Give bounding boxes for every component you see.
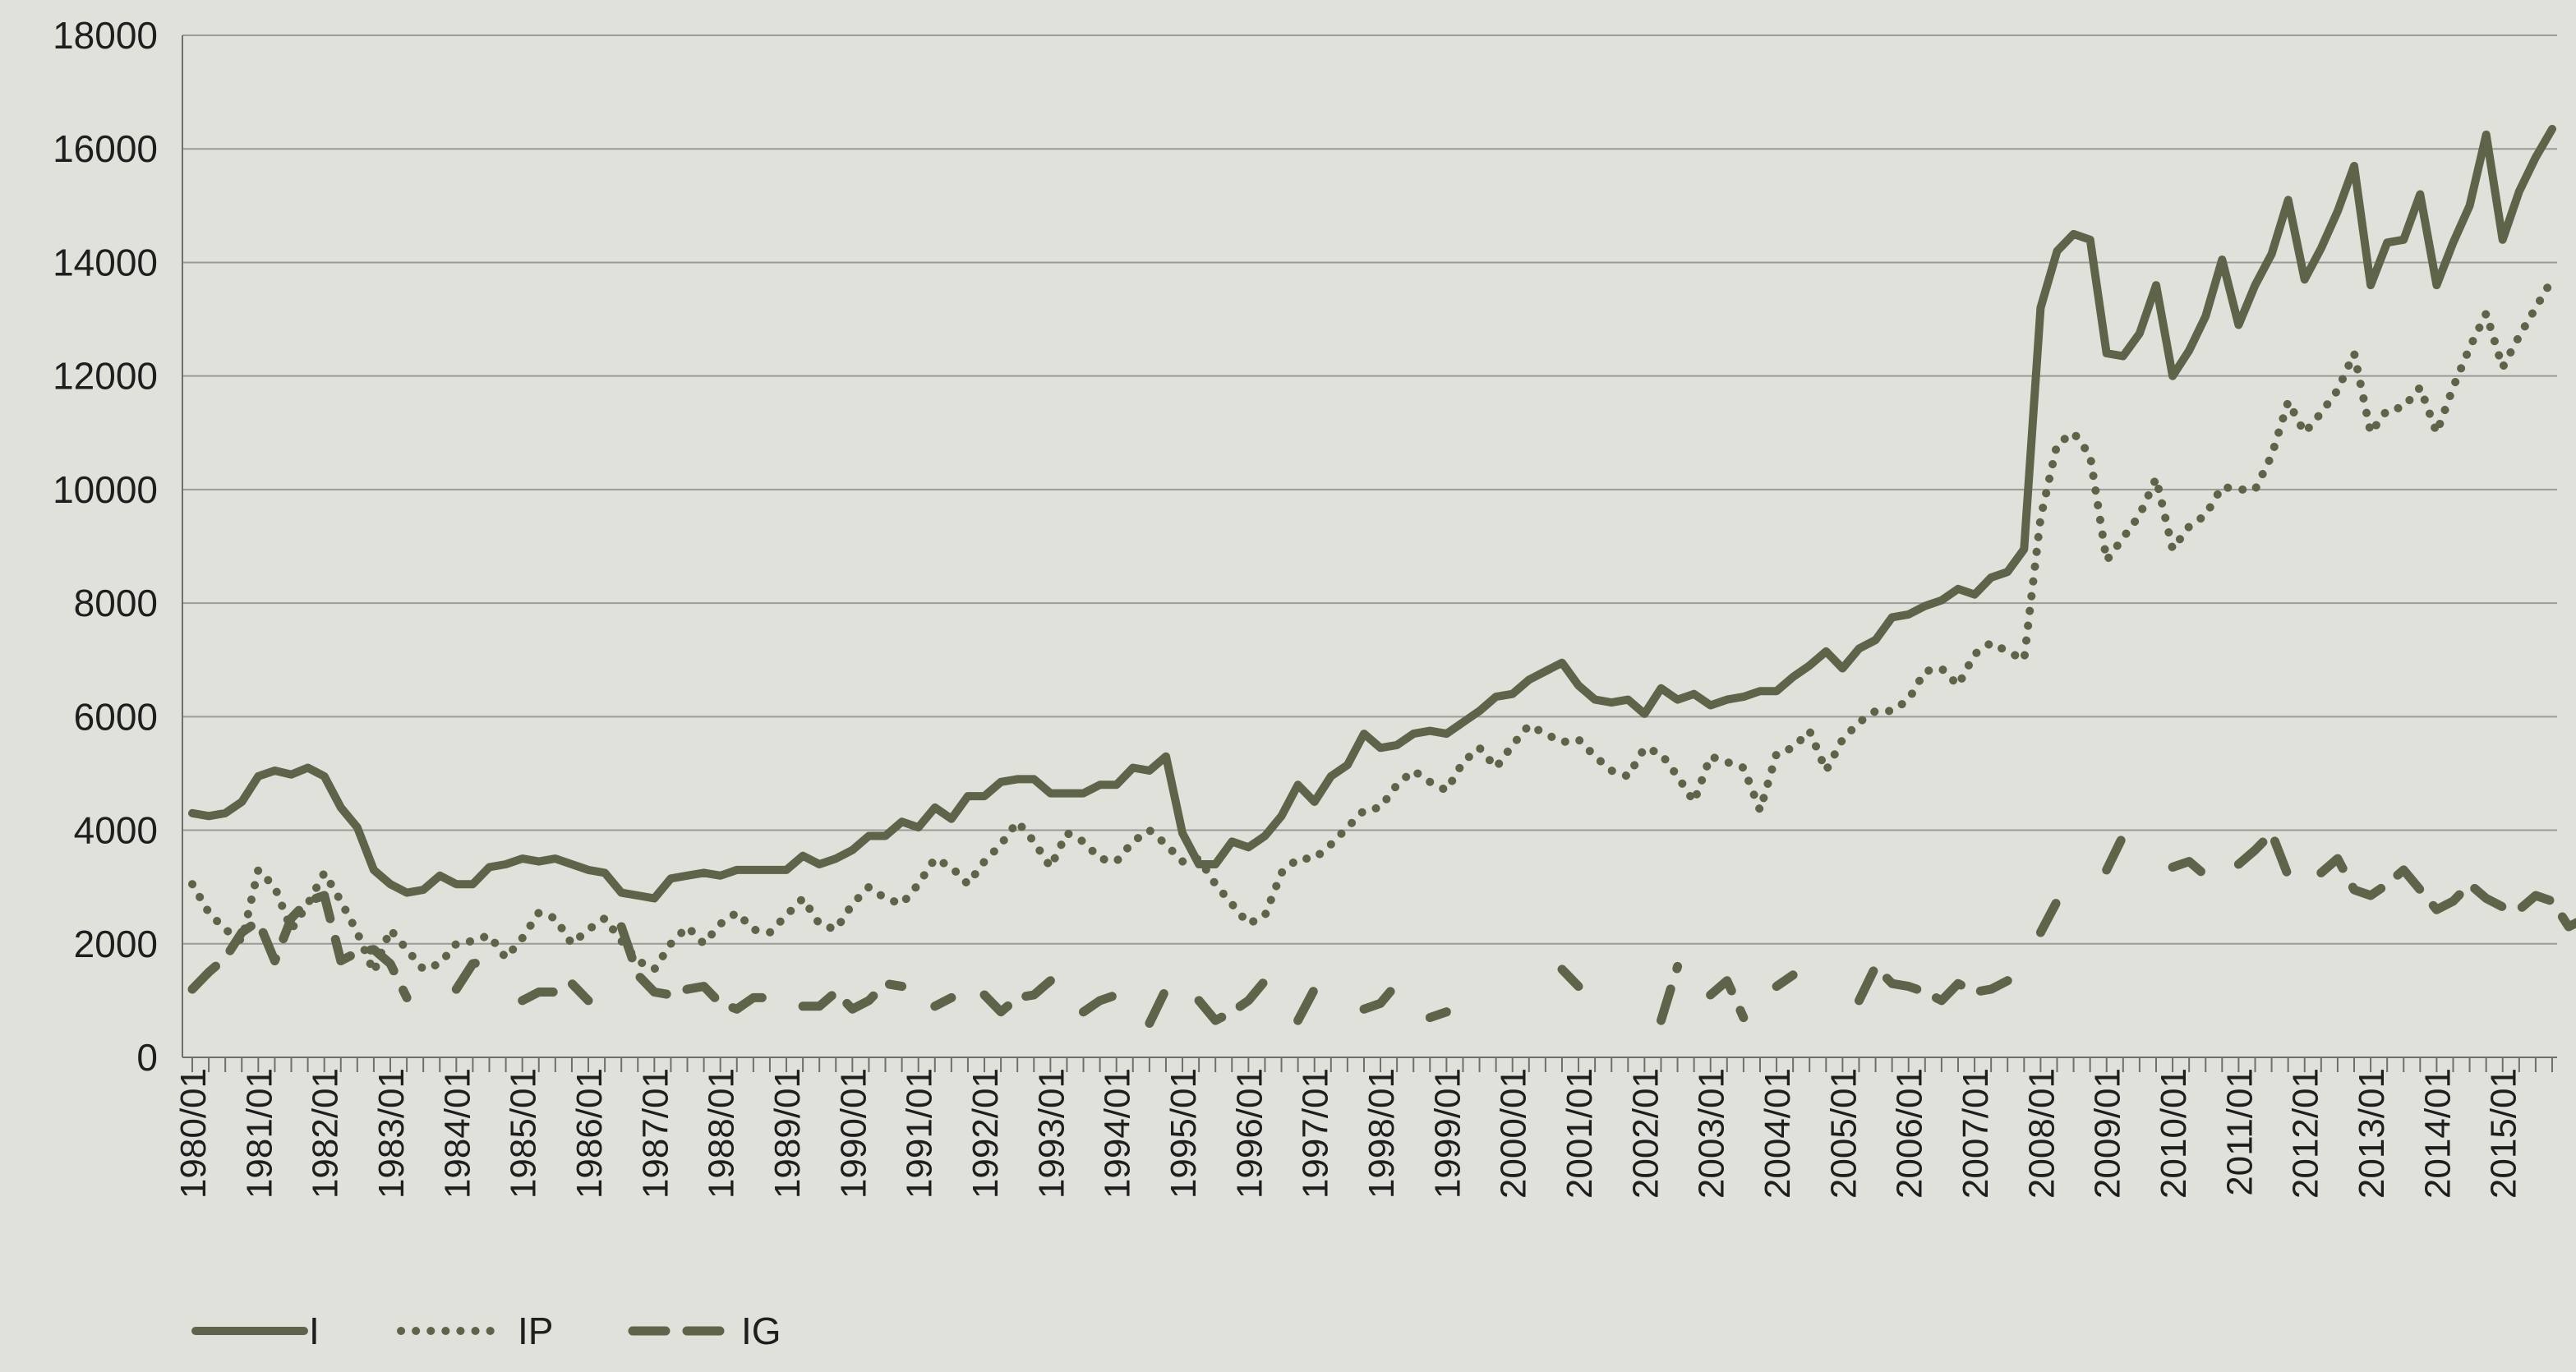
series-lines [187, 125, 2576, 1028]
y-tick-label: 18000 [53, 14, 158, 57]
series-line-ig [1359, 978, 1402, 1014]
x-tick-label: 2005/01 [1823, 1068, 1864, 1199]
y-tick-label: 0 [136, 1036, 158, 1079]
x-tick-label: 2004/01 [1758, 1068, 1798, 1199]
x-tick-label: 2000/01 [1494, 1068, 1534, 1199]
x-tick-label: 2006/01 [1890, 1068, 1930, 1199]
legend-label-ip: IP [518, 1310, 553, 1352]
series-line-ig [2233, 828, 2293, 881]
x-tick-label: 1996/01 [1229, 1068, 1270, 1199]
x-tick-label: 2001/01 [1560, 1068, 1600, 1199]
series-line-ig [1657, 961, 1683, 1025]
x-tick-label: 1995/01 [1164, 1068, 1204, 1199]
series-line-ig [1557, 965, 1583, 992]
x-tick-label: 2009/01 [2088, 1068, 2128, 1199]
series-line-ig [1145, 984, 1171, 1028]
x-tick-label: 2015/01 [2484, 1068, 2524, 1199]
y-tick-label: 10000 [53, 468, 158, 511]
series-line-ig [1706, 976, 1749, 1023]
x-tick-label: 1991/01 [900, 1068, 940, 1199]
series-line-ig [979, 976, 1055, 1017]
series-line-ig [616, 922, 775, 1014]
x-tick-label: 1994/01 [1098, 1068, 1138, 1199]
x-tick-label: 2011/01 [2219, 1068, 2260, 1196]
x-tick-label: 2008/01 [2021, 1068, 2062, 1199]
gridlines [182, 35, 2557, 945]
y-tick-label: 8000 [74, 582, 158, 624]
x-tick-label: 1999/01 [1427, 1068, 1468, 1199]
series-line-ig [930, 992, 956, 1011]
x-tick-label: 1990/01 [833, 1068, 873, 1199]
y-axis-tick-labels: 0 2000 4000 6000 8000 10000 12000 14000 16000 180… [53, 14, 158, 1079]
x-tick-label: 1992/01 [965, 1068, 1006, 1199]
y-tick-label: 14000 [53, 241, 158, 283]
x-tick-label: 2012/01 [2286, 1068, 2326, 1199]
x-tick-label: 2014/01 [2417, 1068, 2458, 1199]
x-tick-label: 2010/01 [2154, 1068, 2194, 1199]
series-line-ig [451, 956, 494, 994]
axes [182, 35, 2557, 1072]
x-tick-label: 1981/01 [239, 1068, 279, 1199]
series-line-ig [2168, 857, 2210, 881]
series-line-ig [1079, 990, 1122, 1017]
series-line-i [188, 125, 2556, 903]
x-tick-label: 1984/01 [437, 1068, 477, 1199]
x-tick-label: 1980/01 [173, 1068, 214, 1199]
series-line-ig [798, 978, 907, 1014]
y-tick-label: 6000 [74, 695, 158, 738]
x-tick-label: 1987/01 [635, 1068, 675, 1199]
x-tick-label: 1983/01 [371, 1068, 412, 1199]
series-line-ig [1772, 970, 1798, 992]
x-tick-label: 1997/01 [1296, 1068, 1336, 1199]
legend: I IP IG [191, 1310, 781, 1352]
legend-label-ig: IG [741, 1310, 781, 1352]
series-line-ig [2102, 831, 2128, 875]
x-tick-label: 1986/01 [569, 1068, 610, 1199]
x-tick-label: 1985/01 [504, 1068, 544, 1199]
x-tick-label: 1993/01 [1031, 1068, 1071, 1199]
x-tick-label: 2007/01 [1956, 1068, 1996, 1199]
x-tick-label: 1998/01 [1362, 1068, 1402, 1199]
x-tick-label: 2013/01 [2352, 1068, 2392, 1199]
series-line-ip [188, 275, 2556, 977]
series-line-ig [518, 978, 593, 1006]
series-line-ig [2316, 854, 2576, 932]
series-line-ig [2035, 896, 2062, 937]
series-line-ig [1855, 961, 2012, 1006]
x-axis-tick-labels: 1980/01 1981/01 1982/01 1983/01 1984/01 1985/… [173, 1068, 2524, 1199]
x-tick-label: 1988/01 [702, 1068, 742, 1199]
y-tick-label: 4000 [74, 809, 158, 852]
series-line-ig [1293, 984, 1320, 1025]
y-tick-label: 12000 [53, 355, 158, 398]
x-tick-label: 2003/01 [1692, 1068, 1732, 1199]
series-line-ig [1194, 976, 1270, 1025]
legend-label-i: I [309, 1310, 320, 1352]
series-line-ig [187, 891, 412, 1002]
x-tick-label: 1989/01 [767, 1068, 808, 1199]
y-tick-label: 16000 [53, 127, 158, 170]
y-tick-label: 2000 [74, 923, 158, 965]
x-tick-label: 1982/01 [306, 1068, 346, 1199]
series-line-ig [1425, 1007, 1451, 1023]
x-tick-label: 2002/01 [1625, 1068, 1666, 1199]
